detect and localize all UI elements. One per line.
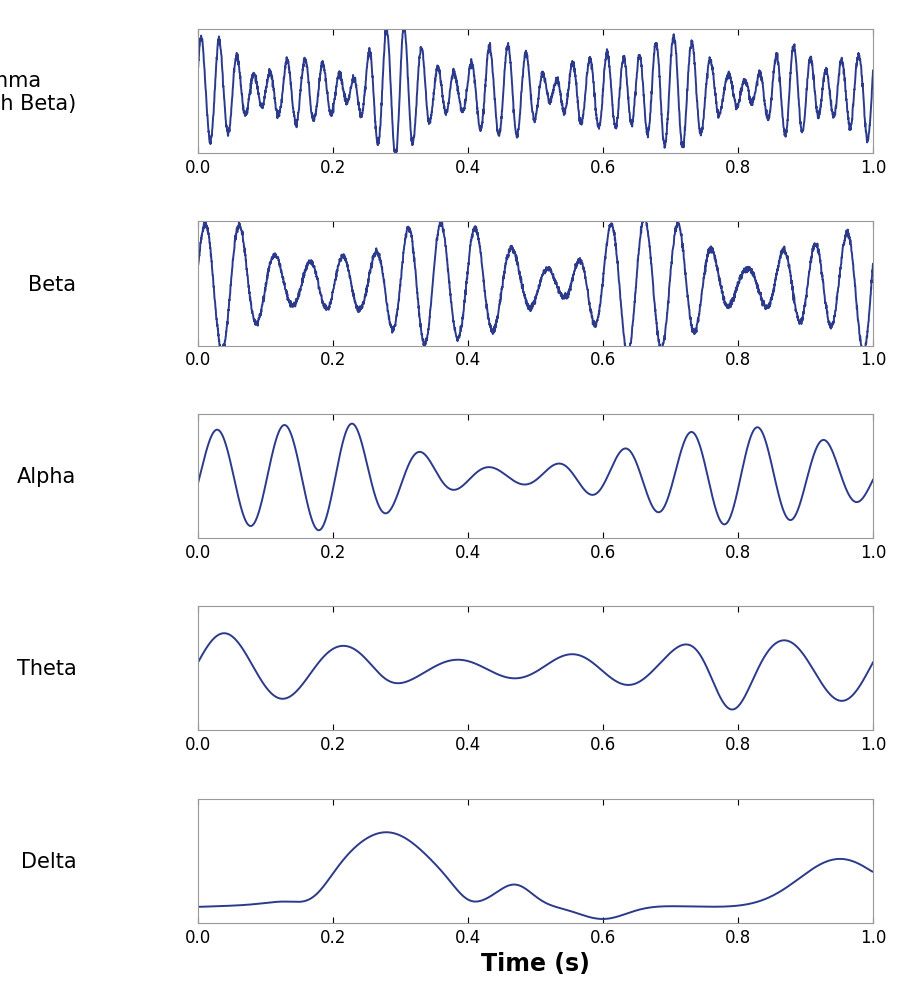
Text: Theta: Theta (17, 659, 76, 679)
X-axis label: Time (s): Time (s) (482, 951, 590, 975)
Text: Delta: Delta (21, 851, 76, 871)
Text: Gamma
(high Beta): Gamma (high Beta) (0, 70, 76, 113)
Text: Alpha: Alpha (17, 466, 76, 486)
Text: Beta: Beta (29, 274, 76, 294)
